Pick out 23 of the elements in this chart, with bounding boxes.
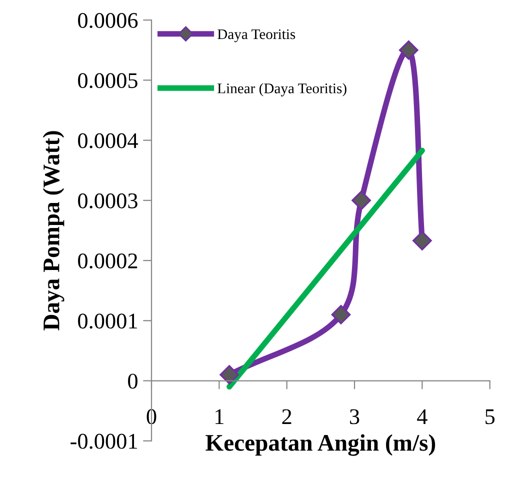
legend-label: Daya Teoritis: [218, 29, 296, 42]
y-axis-title: Daya Pompa (Watt): [42, 131, 64, 330]
point: [331, 304, 351, 324]
point: [220, 365, 239, 384]
x-axis-title: Kecepatan Angin (m/s): [206, 434, 436, 456]
y-tick-label: 0.0006: [78, 12, 138, 28]
x-tick-label: 1: [216, 409, 224, 424]
point: [412, 231, 432, 250]
point: [352, 190, 371, 210]
x-tick-label: 4: [417, 409, 428, 424]
y-tick-label: 0: [128, 374, 138, 389]
y-tick-label: 0.0004: [78, 133, 138, 148]
y-tick-label: -0.0001: [70, 434, 137, 449]
legend-label: Linear (Daya Teoritis): [218, 83, 346, 96]
x-tick-label: 0: [146, 409, 156, 424]
y-tick-label: 0.0005: [78, 73, 138, 88]
y-tick-label: 0.0001: [78, 314, 137, 329]
x-tick-label: 2: [282, 409, 292, 424]
y-tick-label: 0.0002: [78, 253, 138, 269]
x-tick-label: 3: [350, 409, 360, 424]
x-tick-label: 5: [486, 409, 495, 424]
point: [398, 40, 418, 60]
y-tick-label: 0.0003: [78, 193, 138, 208]
